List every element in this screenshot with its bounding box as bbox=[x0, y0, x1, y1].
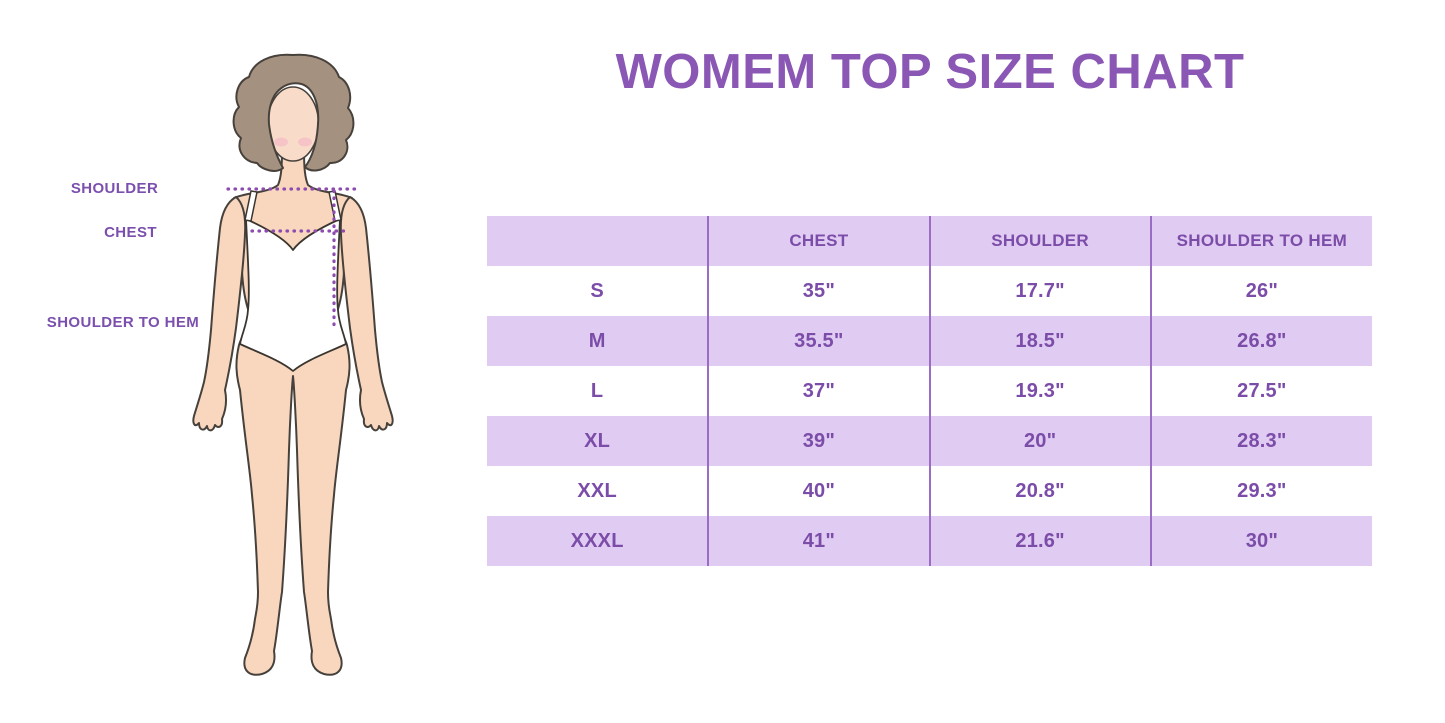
shoulder-cell: 17.7" bbox=[928, 266, 1151, 316]
table-header-row: CHEST SHOULDER SHOULDER TO HEM bbox=[487, 216, 1372, 266]
left-blush bbox=[274, 137, 288, 147]
right-blush bbox=[298, 137, 312, 147]
table-row: S 35" 17.7" 26" bbox=[487, 266, 1372, 316]
shoulder-to-hem-cell: 26" bbox=[1149, 266, 1372, 316]
chest-label: CHEST bbox=[104, 224, 157, 241]
shoulder-cell: 19.3" bbox=[928, 366, 1151, 416]
shoulder-cell: 20.8" bbox=[928, 466, 1151, 516]
chest-cell: 40" bbox=[707, 466, 930, 516]
shoulder-to-hem-cell: 26.8" bbox=[1149, 316, 1372, 366]
header-cell-shoulder-to-hem: SHOULDER TO HEM bbox=[1149, 216, 1372, 266]
left-arm bbox=[192, 196, 247, 432]
header-cell-size bbox=[487, 216, 708, 266]
hair bbox=[232, 53, 355, 172]
table-row: XXL 40" 20.8" 29.3" bbox=[487, 466, 1372, 516]
chest-cell: 41" bbox=[707, 516, 930, 566]
header-cell-chest: CHEST bbox=[707, 216, 930, 266]
table-row: XL 39" 20" 28.3" bbox=[487, 416, 1372, 466]
table-row: M 35.5" 18.5" 26.8" bbox=[487, 316, 1372, 366]
chest-cell: 37" bbox=[707, 366, 930, 416]
right-arm bbox=[339, 196, 394, 432]
shoulder-cell: 21.6" bbox=[928, 516, 1151, 566]
shoulder-to-hem-cell: 30" bbox=[1149, 516, 1372, 566]
shoulder-label: SHOULDER bbox=[70, 180, 159, 197]
shoulder-to-hem-cell: 29.3" bbox=[1149, 466, 1372, 516]
size-cell: S bbox=[590, 279, 604, 302]
shoulder-to-hem-label: SHOULDER TO HEM bbox=[46, 314, 200, 331]
table-row: L 37" 19.3" 27.5" bbox=[487, 366, 1372, 416]
size-table: CHEST SHOULDER SHOULDER TO HEM S 35" 17.… bbox=[487, 216, 1372, 566]
chest-cell: 35" bbox=[707, 266, 930, 316]
chest-cell: 35.5" bbox=[707, 316, 930, 366]
size-cell: M bbox=[588, 329, 606, 352]
left-strap bbox=[244, 190, 258, 222]
chest-cell: 39" bbox=[707, 416, 930, 466]
size-cell: XXXL bbox=[570, 529, 624, 552]
shoulder-cell: 18.5" bbox=[928, 316, 1151, 366]
shoulder-to-hem-cell: 27.5" bbox=[1149, 366, 1372, 416]
table-row: XXXL 41" 21.6" 30" bbox=[487, 516, 1372, 566]
page-title: WOMEM TOP SIZE CHART bbox=[615, 45, 1245, 99]
size-cell: XXL bbox=[577, 479, 617, 502]
shoulder-to-hem-cell: 28.3" bbox=[1149, 416, 1372, 466]
header-cell-shoulder: SHOULDER bbox=[928, 216, 1151, 266]
shoulder-cell: 20" bbox=[928, 416, 1151, 466]
size-cell: L bbox=[590, 379, 604, 402]
size-cell: XL bbox=[584, 429, 611, 452]
bodysuit bbox=[239, 218, 347, 372]
